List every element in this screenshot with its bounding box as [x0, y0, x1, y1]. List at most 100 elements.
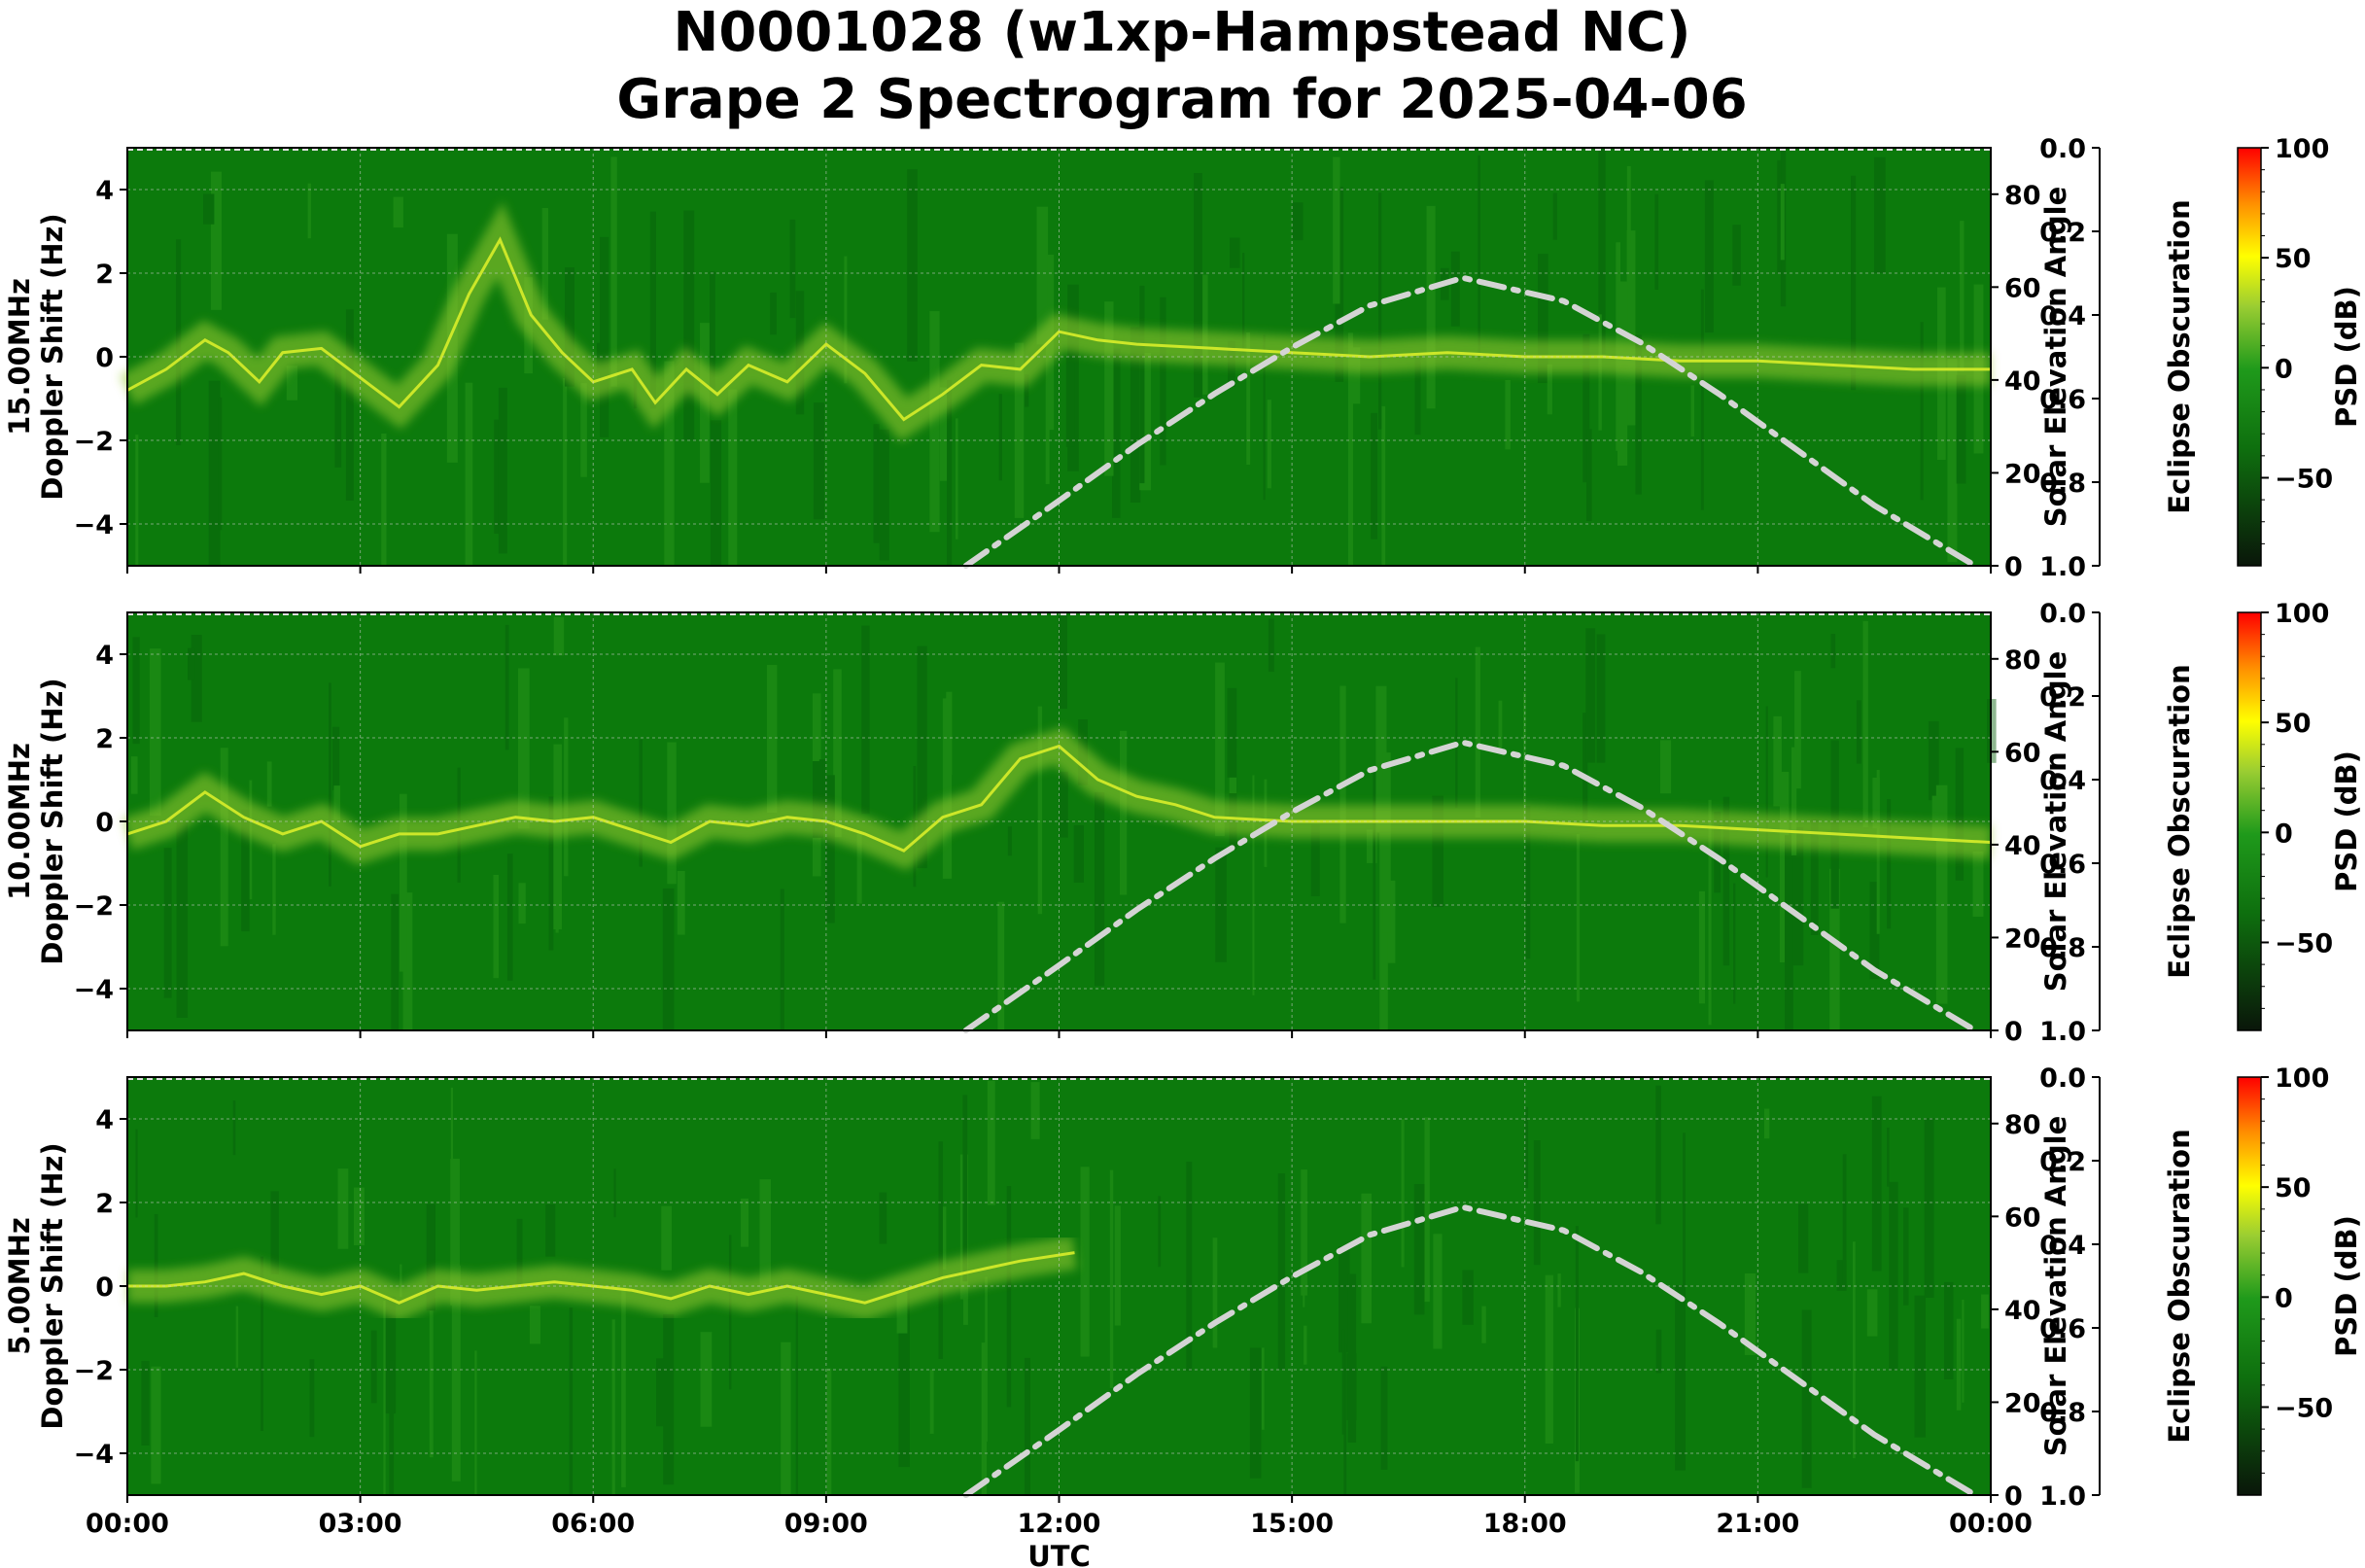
noise-streak	[1582, 713, 1588, 823]
noise-streak	[548, 796, 554, 951]
noise-streak	[1784, 835, 1793, 1030]
noise-streak	[770, 292, 777, 335]
noise-streak	[249, 780, 253, 900]
noise-streak	[1080, 1167, 1090, 1357]
x-tick-label: 21:00	[1716, 1509, 1799, 1539]
noise-streak	[1067, 284, 1079, 471]
solar-tick-label: 0	[2004, 1017, 2023, 1047]
noise-streak	[985, 1276, 988, 1442]
noise-streak	[1252, 775, 1255, 995]
noise-streak	[381, 433, 387, 566]
noise-streak	[429, 1237, 434, 1458]
solar-tick-label: 40	[2004, 1296, 2041, 1326]
noise-streak	[621, 1287, 626, 1487]
noise-streak	[1277, 1173, 1286, 1370]
noise-streak	[1249, 1347, 1262, 1479]
noise-streak	[1384, 880, 1396, 963]
noise-streak	[789, 219, 796, 319]
eclipse-tick-label: 0.4	[2039, 301, 2086, 331]
colorbar-label: PSD (dB)	[2330, 286, 2363, 428]
noise-streak	[1341, 1329, 1345, 1435]
eclipse-tick-label: 0.2	[2039, 218, 2086, 248]
noise-streak	[1505, 379, 1511, 450]
y-tick-label: 2	[95, 724, 114, 754]
eclipse-tick-label: 0.8	[2039, 469, 2086, 499]
noise-streak	[1780, 150, 1787, 307]
noise-streak	[1794, 671, 1801, 789]
noise-streak	[1059, 771, 1068, 838]
solar-tick-label: 80	[2004, 1110, 2041, 1140]
solar-axis-label: Solar Elevation Angle	[2039, 187, 2072, 528]
noise-streak	[613, 200, 617, 253]
noise-streak	[1873, 157, 1886, 274]
noise-streak	[564, 717, 569, 877]
noise-streak	[962, 1272, 968, 1325]
noise-streak	[564, 267, 575, 387]
noise-streak	[1972, 851, 1984, 918]
noise-streak	[1598, 149, 1606, 355]
noise-streak	[1866, 1289, 1878, 1337]
noise-streak	[141, 1360, 150, 1446]
noise-streak	[260, 1256, 264, 1431]
noise-streak	[1025, 373, 1029, 407]
noise-streak	[286, 366, 297, 401]
noise-streak	[1585, 628, 1596, 763]
noise-streak	[241, 809, 250, 932]
noise-streak	[861, 625, 870, 815]
panel-frequency-label: 10.00MHz	[3, 743, 36, 900]
noise-streak	[188, 647, 195, 680]
eclipse-tick-label: 0.0	[2039, 599, 2086, 629]
noise-streak	[1962, 1300, 1965, 1403]
noise-streak	[1852, 1241, 1856, 1459]
noise-streak	[987, 1080, 995, 1205]
colorbar-tick-label: −50	[2275, 1393, 2333, 1423]
noise-streak	[555, 846, 559, 933]
noise-streak	[787, 1353, 791, 1391]
noise-streak	[1229, 748, 1237, 794]
x-tick-label: 00:00	[1949, 1509, 2033, 1539]
noise-streak	[1104, 301, 1114, 476]
y-tick-label: −2	[74, 1356, 114, 1386]
noise-streak	[1700, 289, 1704, 510]
colorbar-tick-label: 0	[2275, 1283, 2293, 1313]
noise-streak	[569, 1307, 574, 1495]
noise-streak	[1744, 1273, 1756, 1355]
noise-streak	[400, 793, 407, 972]
noise-streak	[1872, 778, 1880, 829]
noise-streak	[529, 1306, 540, 1344]
noise-streak	[1361, 1193, 1372, 1324]
noise-streak	[307, 183, 311, 239]
noise-streak	[1375, 685, 1387, 833]
y-axis-label: Doppler Shift (Hz)	[36, 678, 69, 964]
noise-streak	[1779, 772, 1790, 963]
noise-streak	[1073, 824, 1085, 884]
y-tick-label: 0	[95, 808, 114, 838]
noise-streak	[1792, 827, 1804, 966]
eclipse-tick-label: 0.8	[2039, 933, 2086, 963]
noise-streak	[929, 311, 940, 533]
noise-streak	[1935, 784, 1948, 1004]
noise-streak	[1836, 1260, 1847, 1291]
noise-streak	[1704, 180, 1714, 333]
noise-streak	[1373, 771, 1376, 980]
noise-streak	[1139, 285, 1145, 484]
noise-streak	[896, 1291, 908, 1334]
noise-streak	[1947, 359, 1958, 563]
noise-streak	[494, 419, 503, 535]
noise-streak	[154, 1213, 158, 1318]
solar-tick-label: 60	[2004, 273, 2041, 303]
solar-axis-label: Solar Elevation Angle	[2039, 651, 2072, 993]
noise-streak	[208, 380, 221, 566]
noise-streak	[1263, 334, 1266, 501]
solar-tick-label: 40	[2004, 366, 2041, 397]
doppler-trace	[126, 236, 1991, 422]
noise-streak	[1773, 715, 1782, 807]
noise-streak	[1981, 1294, 1989, 1329]
noise-streak	[474, 1350, 477, 1495]
noise-streak	[1261, 1347, 1265, 1430]
solar-axis-label: Solar Elevation Angle	[2039, 1116, 2072, 1457]
noise-streak	[655, 1358, 665, 1427]
noise-streak	[649, 211, 657, 409]
noise-streak	[309, 1359, 315, 1438]
noise-streak	[959, 1154, 969, 1300]
